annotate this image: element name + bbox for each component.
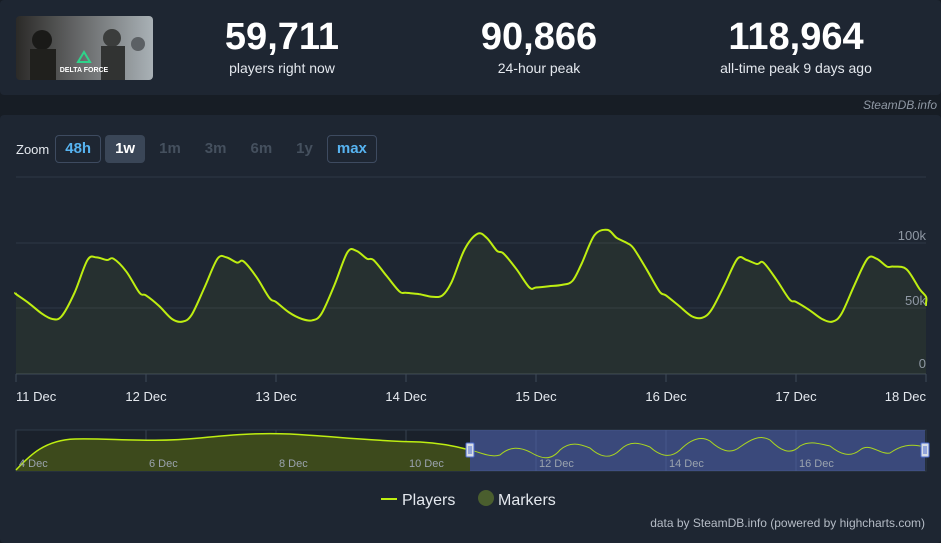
x-tick-label: 14 Dec	[385, 389, 427, 404]
navigator-tick-label: 14 Dec	[669, 458, 704, 470]
current-players-value: 59,711	[224, 16, 340, 58]
y-tick-label: 0	[919, 356, 926, 371]
stats-header: DELTA FORCE 59,711 players right now 90,…	[0, 0, 941, 95]
zoom-1w-button[interactable]: 1w	[105, 135, 146, 163]
x-tick-label: 13 Dec	[255, 389, 297, 404]
navigator-selected-range[interactable]	[470, 430, 925, 471]
navigator-right-handle[interactable]	[920, 442, 930, 458]
day-peak-label: 24-hour peak	[497, 60, 581, 76]
current-players-label: players right now	[229, 60, 335, 76]
y-tick-label: 50k	[905, 293, 926, 308]
x-tick-label: 15 Dec	[515, 389, 557, 404]
data-source-credit[interactable]: data by SteamDB.info (powered by highcha…	[650, 516, 925, 530]
day-peak-value: 90,866	[480, 16, 598, 58]
zoom-1m-button[interactable]: 1m	[159, 140, 181, 157]
navigator-tick-label: 8 Dec	[279, 458, 308, 470]
navigator-tick-label: 10 Dec	[409, 458, 444, 470]
all-time-peak-label: all-time peak 9 days ago	[720, 60, 872, 76]
x-tick-label: 16 Dec	[645, 389, 687, 404]
legend-label-markers: Markers	[498, 492, 556, 509]
zoom-1y-button[interactable]: 1y	[296, 140, 313, 157]
legend-label-players: Players	[402, 492, 455, 509]
players-line	[14, 228, 928, 323]
game-logo-text: DELTA FORCE	[60, 67, 109, 74]
game-artwork-image: DELTA FORCE	[16, 16, 153, 80]
zoom-6m-button[interactable]: 6m	[250, 140, 273, 157]
x-tick-label: 12 Dec	[125, 389, 167, 404]
navigator-x-axis-labels: 4 Dec 6 Dec 8 Dec 10 Dec 12 Dec 14 Dec 16 Dec	[19, 458, 834, 470]
zoom-label: Zoom	[16, 141, 50, 157]
game-thumbnail[interactable]: DELTA FORCE	[16, 16, 153, 80]
zoom-48h-button[interactable]: 48h	[55, 135, 102, 163]
day-peak-stat: 90,866 24-hour peak	[459, 16, 619, 76]
navigator-selected-line	[469, 437, 926, 459]
steamdb-credit[interactable]: SteamDB.info	[862, 98, 937, 112]
chart-grid	[16, 176, 926, 375]
navigator-tick-label: 16 Dec	[799, 458, 834, 470]
navigator-overview-line	[15, 432, 471, 471]
x-tick-label: 17 Dec	[775, 389, 817, 404]
legend: Players Markers	[381, 490, 556, 509]
all-time-peak-stat: 118,964 all-time peak 9 days ago	[706, 16, 886, 76]
all-time-peak-value: 118,964	[728, 16, 864, 58]
zoom-controls: Zoom 48h 1w 1m 3m 6m 1y max	[16, 135, 381, 163]
zoom-max-button[interactable]: max	[326, 135, 377, 163]
navigator-left-handle[interactable]	[465, 442, 475, 458]
legend-item-players[interactable]: Players	[381, 492, 455, 509]
x-axis-labels: 11 Dec 12 Dec 13 Dec 14 Dec 15 Dec 16 Dec 17 D…	[15, 374, 927, 404]
x-tick-label: 18 Dec	[885, 389, 927, 404]
y-axis-labels: 0 50k 100k	[898, 228, 927, 371]
current-players-stat: 59,711 players right now	[204, 16, 360, 76]
zoom-3m-button[interactable]: 3m	[204, 140, 227, 157]
y-tick-label: 100k	[898, 228, 927, 243]
navigator-overview-area	[16, 433, 470, 471]
x-tick-label: 11 Dec	[16, 389, 57, 404]
navigator-tick-label: 6 Dec	[149, 458, 178, 470]
players-area	[15, 229, 927, 374]
navigator-tick-label: 12 Dec	[539, 458, 574, 470]
chart-panel	[0, 115, 941, 543]
legend-item-markers[interactable]: Markers	[478, 490, 556, 509]
navigator[interactable]: 4 Dec 6 Dec 8 Dec 10 Dec 12 Dec 14 Dec 16 Dec	[15, 429, 930, 472]
navigator-tick-label: 4 Dec	[19, 458, 48, 470]
